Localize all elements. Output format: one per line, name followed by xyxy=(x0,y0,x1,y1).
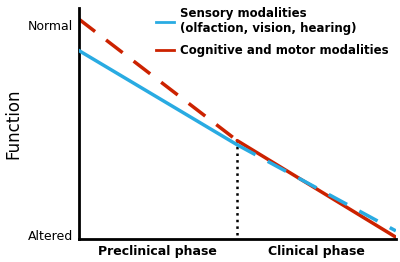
Legend: Sensory modalities
(olfaction, vision, hearing), Cognitive and motor modalities: Sensory modalities (olfaction, vision, h… xyxy=(152,3,393,61)
Y-axis label: Function: Function xyxy=(4,89,22,159)
